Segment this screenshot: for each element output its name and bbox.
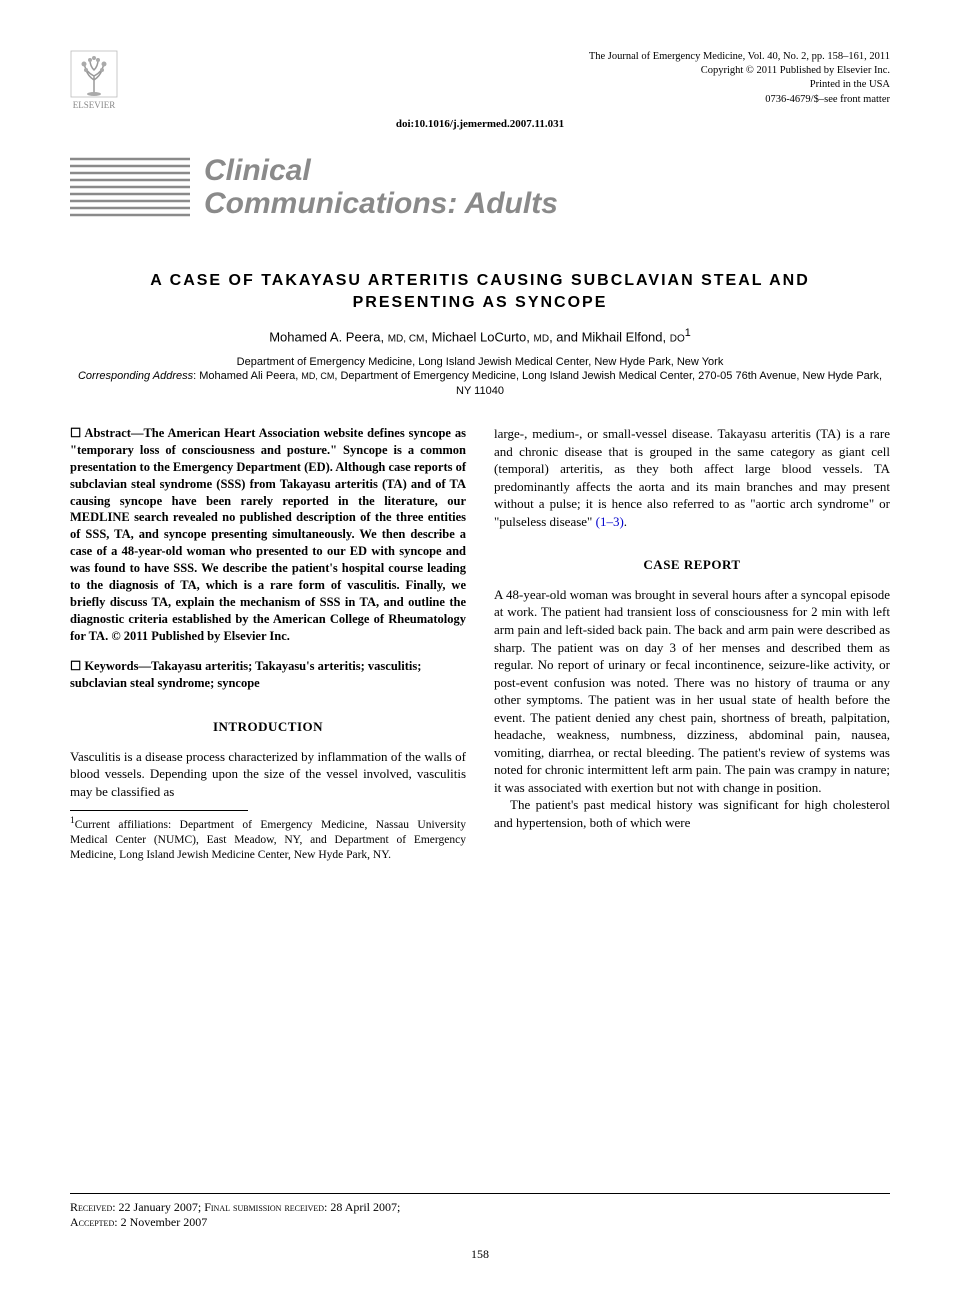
corresponding-rest: , Department of Emergency Medicine, Long…	[334, 370, 882, 397]
received-date: : 22 January 2007;	[112, 1200, 204, 1214]
final-date: : 28 April 2007;	[324, 1200, 400, 1214]
footnote-rule	[70, 810, 248, 811]
corresponding-name: : Mohamed Ali Peera,	[193, 370, 301, 382]
journal-citation: The Journal of Emergency Medicine, Vol. …	[589, 50, 890, 64]
section-head-case-report: CASE REPORT	[494, 556, 890, 574]
keywords-prefix: ☐ Keywords—	[70, 659, 151, 673]
banner-line2: Communications: Adults	[204, 187, 558, 220]
keywords: ☐ Keywords—Takayasu arteritis; Takayasu'…	[70, 658, 466, 692]
footnote-block: 1Current affiliations: Department of Eme…	[70, 810, 466, 863]
footer-rule	[70, 1193, 890, 1194]
case-paragraph-2: The patient's past medical history was s…	[494, 796, 890, 831]
section-head-introduction: INTRODUCTION	[70, 718, 466, 736]
banner-line1: Clinical	[204, 154, 558, 187]
banner-title: Clinical Communications: Adults	[204, 154, 558, 220]
intro-period: .	[624, 514, 627, 529]
corresponding-label: Corresponding Address	[78, 370, 193, 382]
authors: Mohamed A. Peera, MD, CM, Michael LoCurt…	[70, 327, 890, 344]
citation-link-1-3[interactable]: (1–3)	[596, 514, 624, 529]
page-number: 158	[0, 1247, 960, 1262]
affiliation-dept: Department of Emergency Medicine, Long I…	[70, 355, 890, 370]
journal-metadata: The Journal of Emergency Medicine, Vol. …	[589, 50, 890, 107]
accepted-date: : 2 November 2007	[114, 1215, 207, 1229]
banner-lines-icon	[70, 156, 190, 218]
corresponding-cred: MD, CM	[301, 371, 334, 381]
publisher-logo: ELSEVIER	[70, 50, 118, 110]
section-banner: Clinical Communications: Adults	[70, 154, 890, 220]
publisher-name: ELSEVIER	[73, 100, 116, 110]
corresponding-address: Corresponding Address: Mohamed Ali Peera…	[70, 369, 890, 399]
case-paragraph-1: A 48-year-old woman was brought in sever…	[494, 586, 890, 797]
abstract-text: The American Heart Association website d…	[70, 426, 466, 643]
journal-printed: Printed in the USA	[589, 78, 890, 92]
affiliation-block: Department of Emergency Medicine, Long I…	[70, 355, 890, 400]
accepted-label: Accepted	[70, 1215, 114, 1229]
abstract: ☐ Abstract—The American Heart Associatio…	[70, 425, 466, 644]
received-line: Received: 22 January 2007; Final submiss…	[70, 1200, 890, 1230]
article-title: A CASE OF TAKAYASU ARTERITIS CAUSING SUB…	[100, 270, 860, 313]
journal-copyright: Copyright © 2011 Published by Elsevier I…	[589, 64, 890, 78]
abstract-prefix: ☐ Abstract—	[70, 426, 143, 440]
footnote: 1Current affiliations: Department of Eme…	[70, 815, 466, 863]
received-label: Received	[70, 1200, 112, 1214]
intro-cont-text: large-, medium-, or small-vessel disease…	[494, 426, 890, 529]
article-body: ☐ Abstract—The American Heart Associatio…	[70, 425, 890, 863]
journal-issn: 0736-4679/$–see front matter	[589, 93, 890, 107]
footer-block: Received: 22 January 2007; Final submiss…	[70, 1193, 890, 1230]
intro-paragraph-cont: large-, medium-, or small-vessel disease…	[494, 425, 890, 530]
final-label: Final submission received	[204, 1200, 324, 1214]
elsevier-tree-icon	[70, 50, 118, 98]
intro-paragraph-1: Vasculitis is a disease process characte…	[70, 748, 466, 801]
doi: doi:10.1016/j.jemermed.2007.11.031	[70, 118, 890, 130]
page-header: ELSEVIER The Journal of Emergency Medici…	[70, 50, 890, 110]
footnote-text: Current affiliations: Department of Emer…	[70, 819, 466, 861]
